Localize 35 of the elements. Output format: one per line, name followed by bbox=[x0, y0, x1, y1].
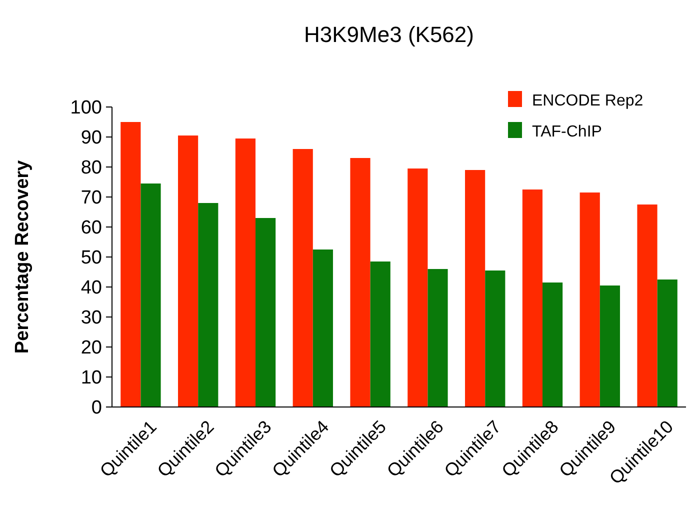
y-tick-label: 40 bbox=[80, 278, 102, 299]
bar bbox=[235, 138, 256, 407]
bar bbox=[350, 158, 370, 407]
bar bbox=[485, 270, 506, 407]
y-tick-label: 10 bbox=[80, 368, 102, 389]
bar bbox=[428, 269, 448, 407]
bar bbox=[637, 204, 658, 407]
bar bbox=[140, 184, 161, 407]
bar bbox=[465, 170, 486, 407]
bar bbox=[408, 168, 428, 407]
bar bbox=[256, 218, 276, 407]
bar bbox=[600, 286, 620, 407]
bar bbox=[542, 282, 563, 407]
bar bbox=[312, 250, 333, 407]
legend-label: ENCODE Rep2 bbox=[532, 92, 644, 110]
y-tick-label: 0 bbox=[91, 398, 102, 419]
y-tick-label: 70 bbox=[80, 188, 102, 209]
y-tick-label: 60 bbox=[80, 218, 102, 239]
y-tick-label: 20 bbox=[80, 338, 102, 359]
y-tick-label: 80 bbox=[80, 158, 102, 179]
y-axis-title: Percentage Recovery bbox=[12, 160, 33, 354]
y-tick-label: 100 bbox=[70, 98, 102, 119]
chart-title: H3K9Me3 (K562) bbox=[304, 22, 474, 47]
bar bbox=[198, 203, 218, 407]
bar bbox=[120, 122, 141, 407]
bar bbox=[657, 280, 678, 407]
bar bbox=[292, 149, 313, 407]
bar bbox=[370, 262, 390, 407]
bar bbox=[522, 190, 542, 407]
y-tick-label: 90 bbox=[80, 128, 102, 149]
y-tick-label: 50 bbox=[80, 248, 102, 269]
bar bbox=[580, 192, 600, 407]
y-tick-label: 30 bbox=[80, 308, 102, 329]
legend-label: TAF-ChIP bbox=[532, 124, 602, 141]
bar bbox=[178, 136, 198, 407]
